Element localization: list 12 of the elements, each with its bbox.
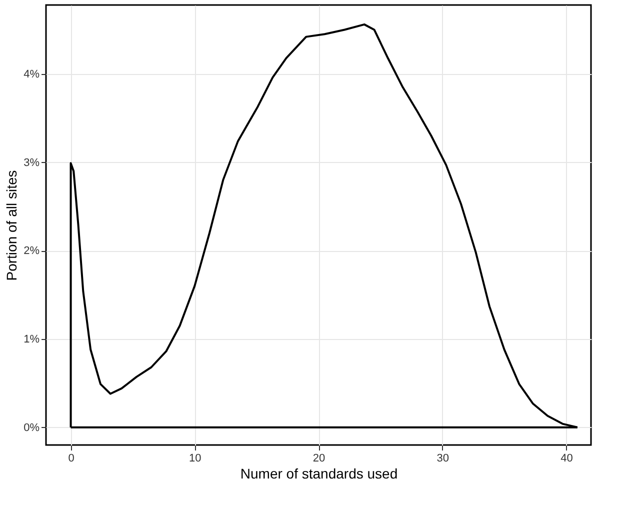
y-tick-label: 0% (24, 422, 40, 434)
x-tick-label: 10 (189, 452, 202, 464)
y-tick-label: 2% (24, 245, 40, 258)
y-tick-label: 1% (24, 333, 40, 346)
x-tick-label: 40 (560, 452, 573, 464)
y-axis-title: Portion of all sites (4, 170, 20, 281)
x-tick-label: 0 (68, 452, 74, 464)
y-tick-label: 4% (24, 68, 40, 80)
x-axis-title: Numer of standards used (240, 466, 398, 482)
x-tick-label: 30 (436, 452, 449, 464)
y-tick-label: 3% (24, 156, 40, 169)
x-tick-label: 20 (312, 452, 326, 464)
